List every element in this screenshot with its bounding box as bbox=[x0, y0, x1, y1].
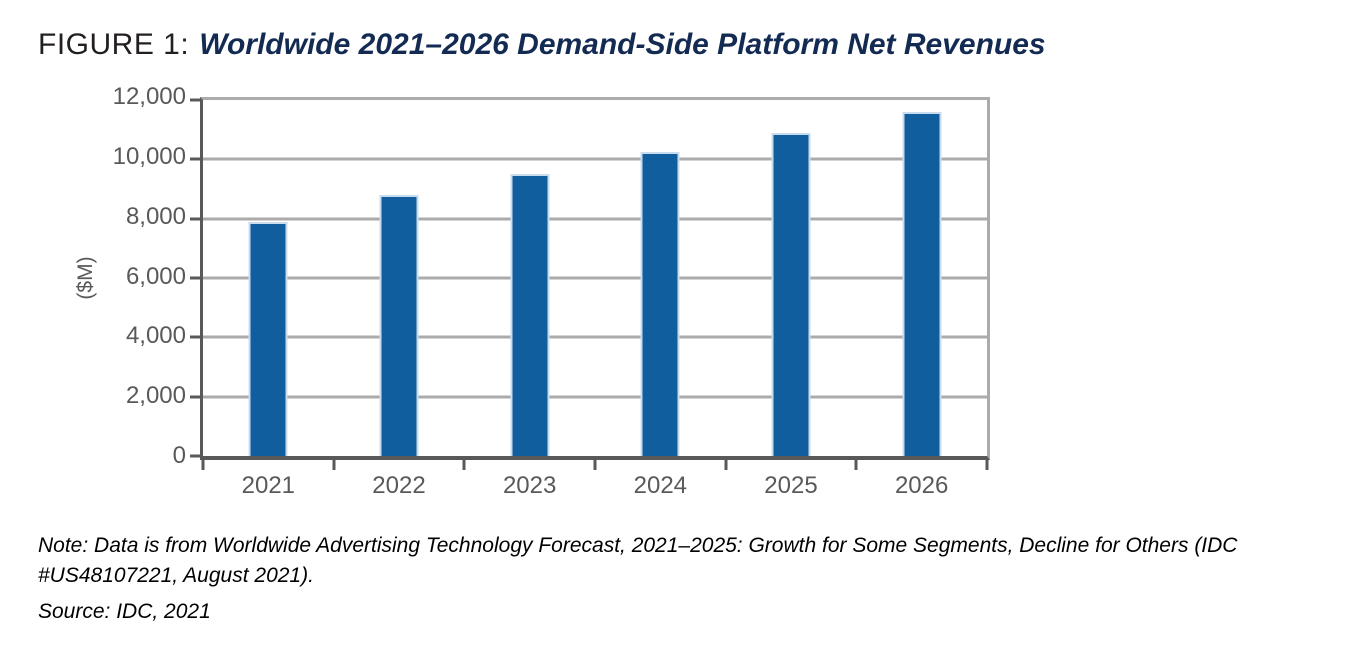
x-axis-tick bbox=[462, 460, 466, 470]
y-axis-tick bbox=[190, 217, 200, 221]
y-tick-label-2000: 2,000 bbox=[125, 382, 186, 410]
x-axis-tick bbox=[593, 460, 597, 470]
figure-label: FIGURE 1: bbox=[38, 28, 190, 61]
bar-2025 bbox=[771, 132, 811, 456]
gridline-6000 bbox=[203, 276, 987, 280]
x-tick-label-2025: 2025 bbox=[764, 472, 818, 499]
y-tick-label-0: 0 bbox=[172, 442, 186, 469]
y-axis-tick bbox=[190, 335, 200, 339]
y-axis-tick bbox=[190, 276, 200, 280]
y-tick-label-10000: 10,000 bbox=[112, 142, 186, 170]
y-axis-tick bbox=[190, 98, 200, 102]
bar-2021 bbox=[248, 221, 288, 456]
y-axis-tick bbox=[190, 395, 200, 399]
x-tick-label-2026: 2026 bbox=[894, 472, 949, 499]
y-tick-label-12000: 12,000 bbox=[112, 83, 186, 110]
figure-header: FIGURE 1: Worldwide 2021–2026 Demand-Side… bbox=[38, 28, 1046, 62]
x-axis-tick bbox=[201, 460, 205, 470]
x-axis-tick bbox=[985, 460, 989, 470]
y-tick-label-6000: 6,000 bbox=[125, 262, 186, 290]
y-tick-label-4000: 4,000 bbox=[125, 322, 186, 350]
plot-area: 2021 2022 2023 2024 2025 2026 bbox=[190, 97, 990, 499]
y-axis-tick bbox=[190, 454, 200, 458]
x-axis-tick bbox=[332, 460, 336, 470]
x-tick-label-2024: 2024 bbox=[633, 472, 688, 499]
x-tick-label-2021: 2021 bbox=[241, 472, 296, 499]
y-tick-label-8000: 8,000 bbox=[125, 202, 186, 230]
gridline-10000 bbox=[203, 157, 987, 161]
y-axis-tick bbox=[190, 157, 200, 161]
bar-2023 bbox=[510, 174, 550, 456]
gridline-2000 bbox=[203, 395, 987, 399]
figure-title: Worldwide 2021–2026 Demand-Side Platform… bbox=[199, 28, 1046, 61]
source-text: Source: IDC, 2021 bbox=[38, 600, 211, 623]
x-axis-tick bbox=[854, 460, 858, 470]
gridline-8000 bbox=[203, 217, 987, 221]
x-tick-label-2023: 2023 bbox=[502, 472, 557, 499]
x-axis-tick bbox=[724, 460, 728, 470]
note-text: Note: Data is from Worldwide Advertising… bbox=[38, 534, 1238, 587]
bar-2022 bbox=[379, 194, 419, 456]
gridline-4000 bbox=[203, 335, 987, 339]
bar-2024 bbox=[640, 151, 680, 456]
x-tick-label-2022: 2022 bbox=[372, 472, 426, 499]
bar-2026 bbox=[902, 111, 942, 456]
y-axis-labels: 0 2,000 4,000 6,000 8,000 10,000 12,000 bbox=[0, 83, 186, 469]
